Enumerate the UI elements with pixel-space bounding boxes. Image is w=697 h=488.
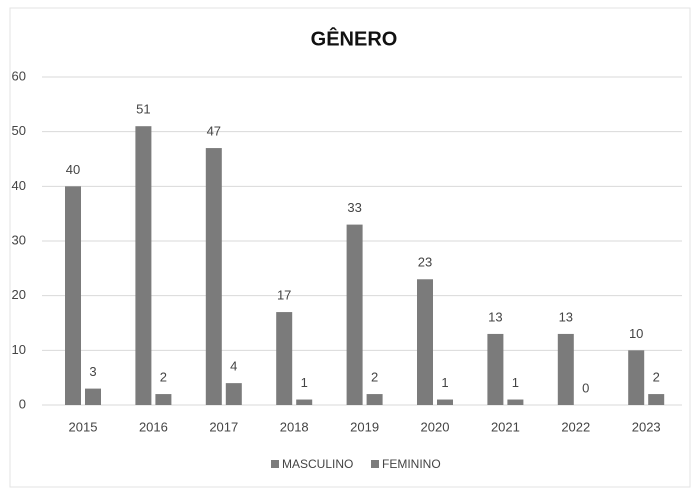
bar bbox=[346, 224, 363, 405]
y-tick-label: 10 bbox=[12, 342, 26, 357]
y-tick-label: 60 bbox=[12, 68, 26, 83]
y-tick-label: 40 bbox=[12, 178, 26, 193]
data-label: 13 bbox=[559, 309, 573, 324]
bar bbox=[296, 399, 313, 405]
legend-label: MASCULINO bbox=[282, 457, 353, 471]
data-label: 4 bbox=[230, 359, 237, 374]
x-tick-label: 2017 bbox=[209, 419, 238, 434]
data-label: 23 bbox=[418, 255, 432, 270]
x-tick-label: 2016 bbox=[139, 419, 168, 434]
x-tick-label: 2018 bbox=[280, 419, 309, 434]
data-label: 2 bbox=[160, 370, 167, 385]
x-tick-label: 2021 bbox=[491, 419, 520, 434]
data-label: 2 bbox=[653, 370, 660, 385]
bar bbox=[225, 383, 242, 405]
legend-swatch bbox=[371, 460, 379, 468]
data-label: 47 bbox=[207, 124, 221, 139]
x-tick-label: 2019 bbox=[350, 419, 379, 434]
bar bbox=[366, 394, 383, 405]
data-label: 0 bbox=[582, 380, 589, 395]
y-tick-label: 20 bbox=[12, 287, 26, 302]
data-label: 1 bbox=[512, 375, 519, 390]
y-tick-label: 30 bbox=[12, 232, 26, 247]
bar bbox=[487, 333, 504, 405]
bar bbox=[507, 399, 524, 405]
bar bbox=[628, 350, 645, 405]
legend-label: FEMININO bbox=[382, 457, 441, 471]
data-label: 13 bbox=[488, 309, 502, 324]
legend-swatch bbox=[271, 460, 279, 468]
bar bbox=[65, 186, 81, 405]
data-label: 17 bbox=[277, 288, 291, 303]
x-tick-label: 2023 bbox=[632, 419, 661, 434]
bar bbox=[205, 148, 222, 406]
data-label: 3 bbox=[89, 364, 96, 379]
bar bbox=[417, 279, 433, 405]
x-tick-label: 2020 bbox=[421, 419, 450, 434]
bar bbox=[85, 388, 101, 405]
bar bbox=[437, 399, 453, 405]
data-label: 2 bbox=[371, 370, 378, 385]
bar bbox=[648, 394, 665, 405]
x-tick-label: 2015 bbox=[69, 419, 98, 434]
bar bbox=[557, 333, 574, 405]
y-tick-label: 0 bbox=[19, 396, 26, 411]
data-label: 1 bbox=[441, 375, 448, 390]
data-label: 1 bbox=[301, 375, 308, 390]
y-tick-label: 50 bbox=[12, 123, 26, 138]
data-label: 33 bbox=[347, 200, 361, 215]
data-label: 10 bbox=[629, 326, 643, 341]
chart-title: GÊNERO bbox=[311, 26, 398, 50]
data-label: 51 bbox=[136, 102, 150, 117]
bar bbox=[135, 126, 152, 405]
bar bbox=[276, 312, 293, 405]
x-tick-label: 2022 bbox=[561, 419, 590, 434]
bar bbox=[155, 394, 172, 405]
data-label: 40 bbox=[66, 162, 80, 177]
